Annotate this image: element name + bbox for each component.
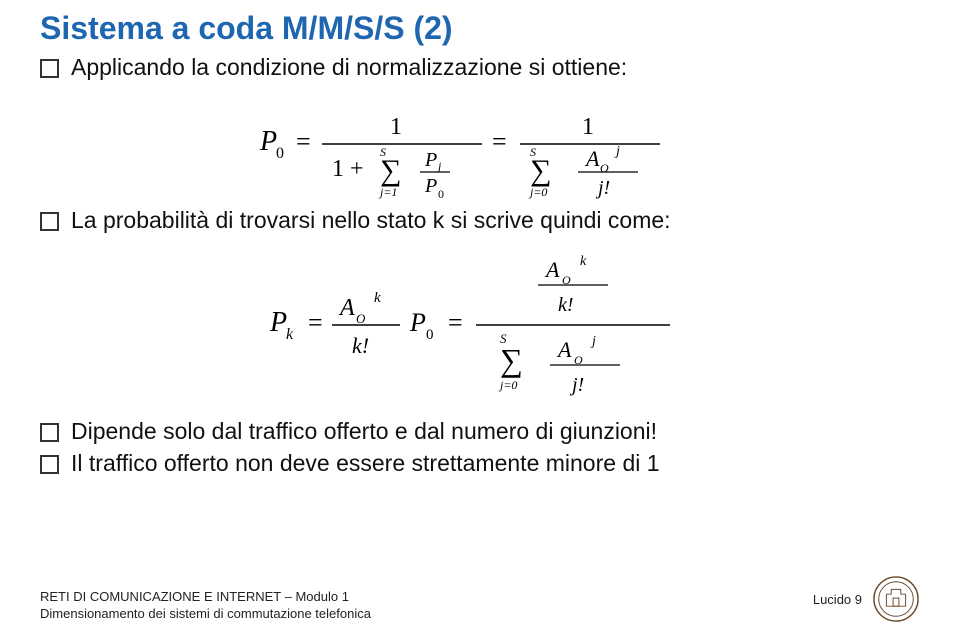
footer-line1: RETI DI COMUNICAZIONE E INTERNET – Modul… <box>40 589 371 606</box>
eq1-P: P <box>259 126 277 157</box>
bullet-2: La probabilità di trovarsi nello stato k… <box>40 206 920 235</box>
bullet-box-icon <box>40 59 59 78</box>
eq2-Psub: k <box>286 326 294 343</box>
eq2-P: P <box>269 307 287 338</box>
bullet-4-text: Il traffico offerto non deve essere stre… <box>71 449 660 478</box>
eq2-kfact2: k! <box>558 294 574 316</box>
bullet-4: Il traffico offerto non deve essere stre… <box>40 449 920 478</box>
eq1-A: A <box>584 146 600 171</box>
eq1-sum-up1: S <box>380 145 386 159</box>
eq2-eq1: = <box>308 308 323 337</box>
eq1-num1: 1 <box>390 114 402 140</box>
eq2-kfact1: k! <box>352 333 369 358</box>
eq2-O3: O <box>574 353 583 367</box>
bullet-3-text: Dipende solo dal traffico offerto e dal … <box>71 417 657 446</box>
page-title: Sistema a coda M/M/S/S (2) <box>40 10 920 47</box>
bullet-2-text: La probabilità di trovarsi nello stato k… <box>71 206 671 235</box>
eq1-eq2: = <box>492 127 507 156</box>
eq2-jfact: j! <box>569 374 584 396</box>
bullet-box-icon <box>40 455 59 474</box>
bullet-1-text: Applicando la condizione di normalizzazi… <box>71 53 627 82</box>
eq1-sum-up2: S <box>530 145 536 159</box>
eq2-eq2: = <box>448 308 463 337</box>
eq2-sum-up: S <box>500 331 507 346</box>
eq2-P0-sub: 0 <box>426 327 434 343</box>
footer-left: RETI DI COMUNICAZIONE E INTERNET – Modul… <box>40 589 371 623</box>
eq1-P0d-sub: 0 <box>438 187 444 200</box>
eq2-A3: A <box>556 337 572 362</box>
polimi-logo-icon <box>872 575 920 623</box>
eq1-eq1: = <box>296 127 311 156</box>
eq1-Pj: P <box>424 149 437 171</box>
footer-right: Lucido 9 <box>813 575 920 623</box>
eq1-P0d: P <box>424 175 437 197</box>
eq2-sigma: ∑ <box>500 342 523 378</box>
eq2-sum-low: j=0 <box>498 378 517 392</box>
footer-line2: Dimensionamento dei sistemi di commutazi… <box>40 606 371 623</box>
eq2-k-sup1: k <box>374 290 381 306</box>
bullet-1: Applicando la condizione di normalizzazi… <box>40 53 920 82</box>
eq1-j-sup: j <box>614 144 620 159</box>
equation-1: P 0 = 1 1 + ∑ j=1 S P j P 0 = 1 ∑ j=0 <box>40 88 920 200</box>
eq1-sum-low2: j=0 <box>528 185 547 199</box>
eq2-O1: O <box>356 311 366 326</box>
equation-2: P k = A O k k! P 0 = A O k k! ∑ j=0 S <box>40 241 920 411</box>
eq1-den-prefix: 1 + <box>332 156 364 182</box>
eq1-jfact: j! <box>595 177 610 199</box>
page-number: Lucido 9 <box>813 592 862 607</box>
eq2-A2: A <box>544 257 560 282</box>
eq1-P-sub: 0 <box>276 145 284 162</box>
eq2-O2: O <box>562 273 571 287</box>
bullet-box-icon <box>40 423 59 442</box>
eq2-P0: P <box>409 308 426 337</box>
bullet-box-icon <box>40 212 59 231</box>
bullet-3: Dipende solo dal traffico offerto e dal … <box>40 417 920 446</box>
eq2-k-sup2: k <box>580 254 587 269</box>
eq1-O: O <box>600 161 609 175</box>
eq2-A1: A <box>338 295 355 321</box>
slide: Sistema a coda M/M/S/S (2) Applicando la… <box>0 0 960 633</box>
eq1-num2: 1 <box>582 114 594 140</box>
eq2-j-sup: j <box>590 334 596 349</box>
footer: RETI DI COMUNICAZIONE E INTERNET – Modul… <box>40 575 920 623</box>
eq1-sum-low1: j=1 <box>378 185 397 199</box>
